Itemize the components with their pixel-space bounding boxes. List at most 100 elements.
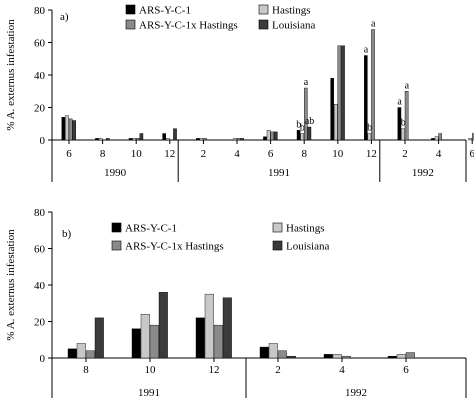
y-tick-label: 40 (34, 70, 46, 82)
legend-label-louisiana: Louisiana (272, 20, 315, 32)
panel-b-chart: 0 20 40 60 80 % A. externus infestation b) 8 10 1… (5, 207, 467, 399)
y-tick-label: 80 (34, 5, 46, 17)
legend-label-hastings: Hastings (286, 223, 325, 235)
legend-swatch-ars-y-c-1 (111, 222, 122, 233)
bar-ars-y-c-1x-hastings-10 (236, 138, 241, 141)
bar-louisiana-10 (240, 138, 245, 141)
significance-letter: a (364, 45, 369, 56)
bar-hastings-22 (434, 136, 439, 141)
y-tick-label: 0 (40, 135, 46, 147)
legend-swatch-ars-y-c-1x-hastings (125, 19, 136, 30)
y-tick-label: 80 (34, 207, 46, 219)
year-label-1990: 1990 (104, 167, 127, 179)
bar-ars-y-c-1x-hastings-12 (270, 131, 275, 141)
x-tick-label: 8 (301, 148, 307, 160)
x-tick-label: 8 (100, 148, 106, 160)
bar-louisiana-6 (173, 128, 177, 141)
bar-hastings-6 (165, 138, 170, 141)
bar-ars-y-c-1-4 (128, 138, 133, 141)
year-label-1992: 1992 (412, 167, 434, 179)
bar-ars-y-c-1-16 (330, 78, 335, 141)
year-label-1992: 1992 (345, 387, 367, 399)
bar-ars-y-c-1x-hastings-0 (68, 118, 73, 141)
legend-swatch-ars-y-c-1 (125, 4, 136, 15)
legend-label-louisiana: Louisiana (286, 241, 329, 253)
x-tick-label: 12 (164, 148, 175, 160)
significance-letter: ab (305, 116, 314, 127)
bar-ars-y-c-1x-hastings-8 (203, 138, 207, 141)
y-tick-label: 20 (34, 317, 46, 329)
bar-hastings-16 (334, 104, 338, 141)
bar-hastings-2 (204, 293, 214, 359)
bar-louisiana-3 (286, 355, 296, 359)
bar-hastings-5 (396, 354, 406, 359)
legend-label-ars-y-c-1x-hastings: ARS-Y-C-1x Hastings (139, 20, 238, 32)
x-tick-label: 4 (339, 364, 345, 376)
bar-ars-y-c-1-3 (259, 346, 269, 359)
x-tick-label: 10 (332, 148, 344, 160)
x-tick-label: 10 (145, 364, 157, 376)
bar-ars-y-c-1x-hastings-4 (341, 355, 351, 359)
bar-louisiana-0 (72, 120, 76, 141)
bar-ars-y-c-1-6 (162, 133, 167, 141)
significance-letter: b (300, 123, 305, 134)
x-tick-label: 4 (436, 148, 442, 160)
x-tick-label: 6 (469, 148, 474, 160)
legend-swatch-louisiana (272, 240, 283, 251)
bar-ars-y-c-1-14 (296, 130, 301, 141)
bar-ars-y-c-1-2 (195, 317, 205, 359)
year-label-1991: 1991 (268, 167, 290, 179)
y-axis-label: % A. externus infestation (5, 19, 17, 131)
bar-ars-y-c-1-0 (61, 117, 66, 141)
bar-ars-y-c-1x-hastings-5 (405, 352, 415, 359)
legend-swatch-louisiana (258, 19, 269, 30)
bar-louisiana-2 (222, 297, 232, 359)
bar-ars-y-c-1x-hastings-4 (135, 138, 140, 141)
significance-letter: a (397, 97, 402, 108)
bar-louisiana-1 (158, 292, 168, 359)
bar-ars-y-c-1-2 (95, 138, 99, 141)
bar-ars-y-c-1x-hastings-16 (337, 45, 342, 141)
legend-swatch-ars-y-c-1x-hastings (111, 240, 122, 251)
y-tick-label: 0 (40, 353, 46, 365)
bar-ars-y-c-1-0 (67, 348, 77, 359)
year-label-1991: 1991 (138, 387, 160, 399)
significance-letter: b (367, 123, 372, 134)
bar-ars-y-c-1x-hastings-14 (304, 87, 308, 141)
y-tick-label: 40 (34, 280, 46, 292)
panel-label: a) (60, 11, 69, 23)
bar-hastings-2 (98, 138, 103, 141)
bar-ars-y-c-1x-hastings-22 (438, 133, 443, 141)
panel-a-chart: 0 20 40 60 80 % A. externus infestation a) 6 8 10… (5, 4, 474, 182)
bar-ars-y-c-1-8 (195, 138, 200, 141)
bar-louisiana-0 (94, 317, 104, 359)
bar-ars-y-c-1x-hastings-3 (277, 350, 287, 359)
x-tick-label: 6 (403, 364, 409, 376)
y-axis-label: % A. externus infestation (5, 229, 17, 341)
bar-hastings-24 (468, 138, 473, 141)
x-tick-label: 8 (83, 364, 89, 376)
bar-louisiana-16 (341, 45, 345, 141)
bar-ars-y-c-1x-hastings-20 (404, 91, 409, 141)
bar-louisiana-2 (105, 138, 110, 141)
bar-ars-y-c-1-12 (263, 136, 267, 141)
x-tick-label: 10 (131, 148, 143, 160)
bar-hastings-8 (199, 138, 204, 141)
bar-ars-y-c-1-4 (323, 354, 333, 359)
bar-hastings-0 (65, 115, 69, 141)
x-tick-label: 12 (366, 148, 377, 160)
bar-ars-y-c-1x-hastings-1 (149, 324, 159, 359)
legend-swatch-hastings (272, 222, 283, 233)
bar-ars-y-c-1-5 (387, 355, 397, 359)
significance-letter: a (371, 19, 376, 30)
bar-ars-y-c-1-18 (364, 55, 368, 141)
bar-louisiana-4 (139, 133, 144, 141)
x-tick-label: 2 (402, 148, 408, 160)
bar-ars-y-c-1x-hastings-18 (371, 29, 375, 141)
x-tick-label: 4 (234, 148, 240, 160)
y-tick-label: 20 (34, 103, 46, 115)
bar-hastings-12 (266, 130, 271, 141)
significance-letter: a (405, 80, 410, 91)
x-tick-label: 2 (201, 148, 207, 160)
